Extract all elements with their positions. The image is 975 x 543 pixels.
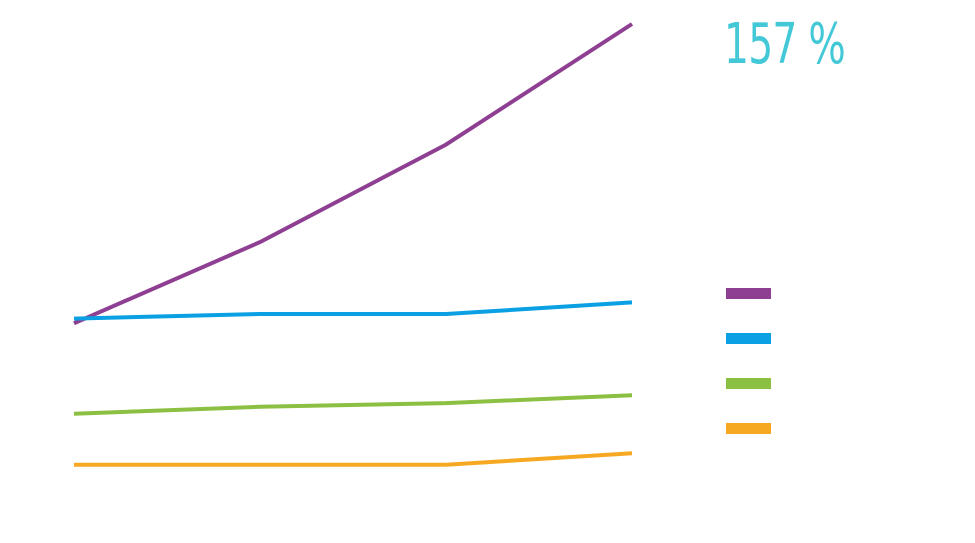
series-line-2 [73, 300, 633, 321]
legend-swatch-3 [726, 378, 771, 389]
legend [726, 288, 771, 434]
legend-swatch-4 [726, 423, 771, 434]
series-layer [73, 22, 634, 467]
legend-swatch-1 [726, 288, 771, 299]
series-line-4 [74, 451, 633, 467]
series-line-3 [73, 393, 633, 416]
legend-swatch-2 [726, 333, 771, 344]
series-line-1 [73, 22, 634, 326]
headline-percentage: 157 % [724, 12, 846, 77]
